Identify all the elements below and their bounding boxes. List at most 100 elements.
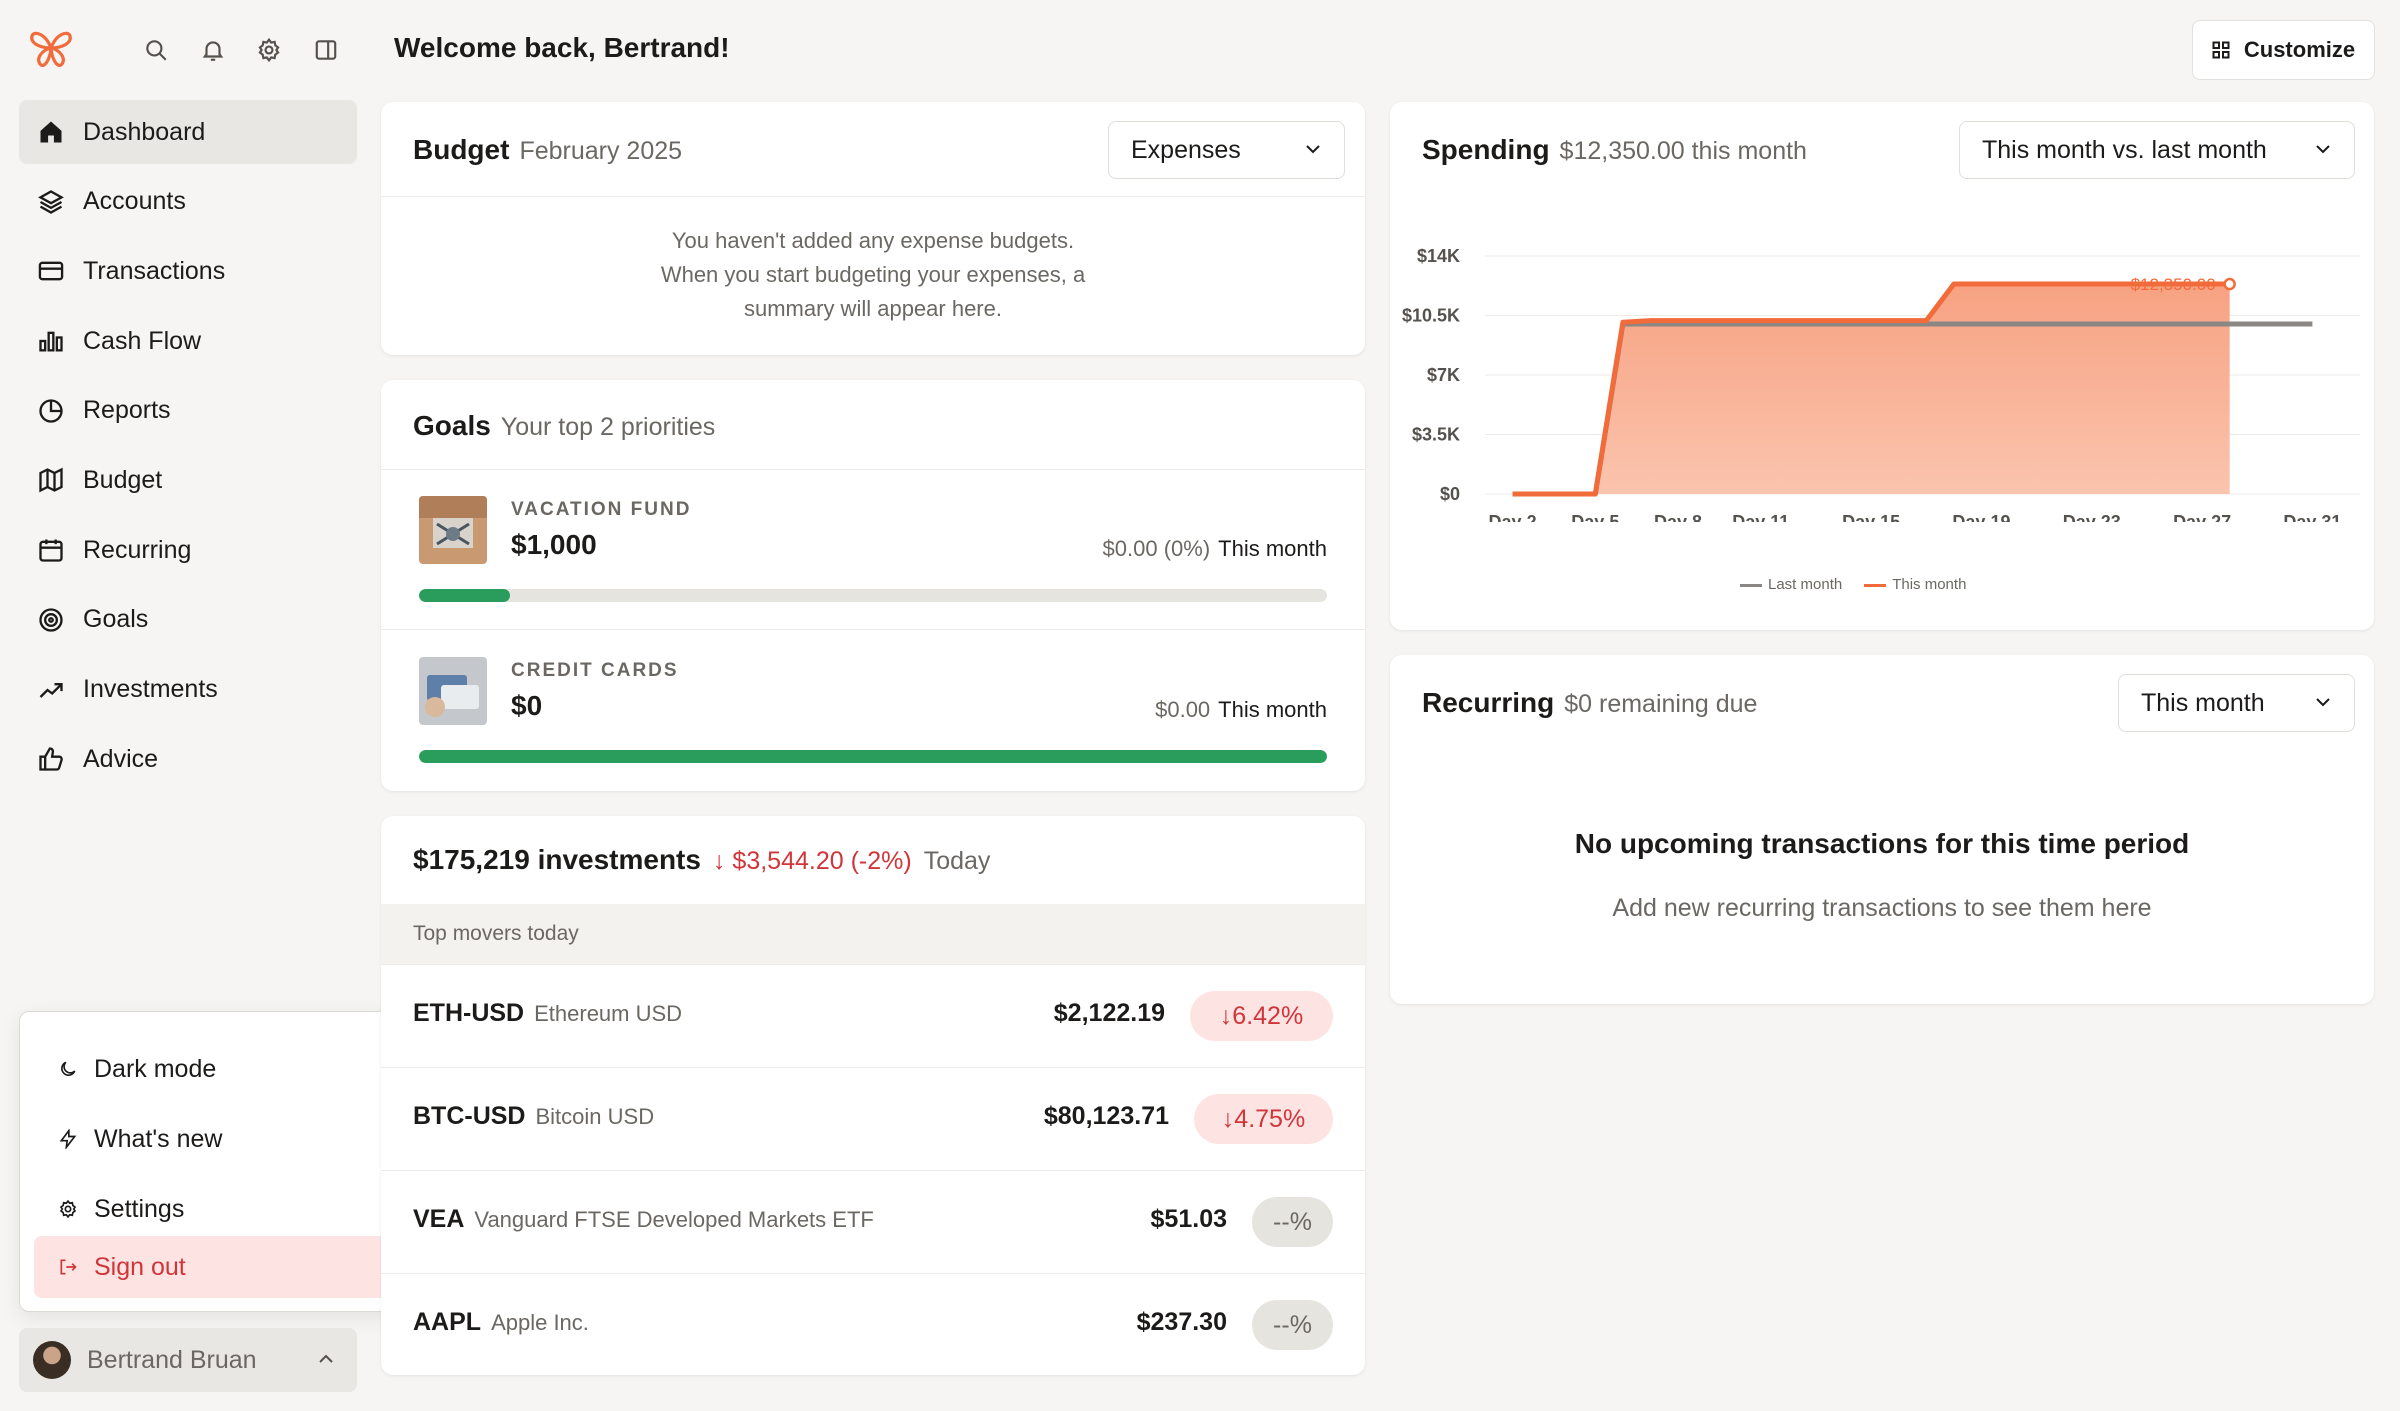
whats-new-item[interactable]: What's new (34, 1108, 387, 1170)
menu-item-label: Dark mode (94, 1054, 217, 1083)
spending-title: Spending (1422, 134, 1550, 165)
sign-out-item[interactable]: Sign out (34, 1236, 387, 1298)
holding-price: $237.30 (1136, 1308, 1227, 1336)
sidebar-item-advice[interactable]: Advice (19, 727, 357, 791)
recurring-empty-subtitle: Add new recurring transactions to see th… (1612, 894, 2152, 922)
table-row[interactable]: VEA Vanguard FTSE Developed Markets ETF $… (381, 1170, 1365, 1273)
x-tick-label: Day 8 (1654, 512, 1702, 522)
logo-icon[interactable] (28, 26, 74, 72)
y-tick-label: $7K (1427, 365, 1460, 385)
goal-amount: $0 (511, 690, 543, 721)
sidebar-item-cash-flow[interactable]: Cash Flow (19, 309, 357, 373)
sidebar-item-label: Transactions (83, 256, 226, 285)
divider (381, 469, 1365, 470)
customize-button[interactable]: Customize (2192, 20, 2375, 80)
goals-card: Goals Your top 2 priorities VACATION FUND… (381, 380, 1365, 791)
goal-period: This month (1218, 536, 1327, 561)
sidebar: Dashboard Accounts Transactions Cash Flo… (19, 100, 357, 797)
search-icon[interactable] (140, 34, 172, 66)
goals-card-title: Goals Your top 2 priorities (413, 410, 715, 442)
home-icon (40, 121, 62, 143)
spending-compare-select[interactable]: This month vs. last month (1959, 121, 2355, 179)
change-badge: --% (1252, 1300, 1333, 1350)
user-name: Bertrand Bruan (87, 1345, 257, 1374)
sidebar-item-recurring[interactable]: Recurring (19, 518, 357, 582)
sidebar-toggle-icon[interactable] (310, 34, 342, 66)
thumbs-up-icon (39, 747, 63, 771)
holding-name: Ethereum USD (534, 1001, 683, 1026)
legend-label: This month (1892, 576, 1967, 593)
divider (381, 196, 1365, 197)
change-badge: ↓ 4.75% (1194, 1094, 1333, 1144)
arrow-down-icon: ↓ (1221, 1104, 1235, 1133)
investments-change: ↓ $3,544.20 (-2%) (713, 847, 912, 876)
holding-name: Bitcoin USD (535, 1104, 655, 1129)
holding-symbol: VEA Vanguard FTSE Developed Markets ETF (413, 1205, 874, 1234)
trending-up-icon (39, 682, 63, 698)
chevron-down-icon (1306, 145, 1320, 154)
legend-item-last-month: Last month (1740, 576, 1842, 593)
sidebar-item-accounts[interactable]: Accounts (19, 170, 357, 234)
menu-item-label: Settings (94, 1194, 185, 1223)
sidebar-item-label: Cash Flow (83, 326, 202, 355)
this-month-end-label: $12,350.00 (2131, 275, 2216, 294)
select-value: Expenses (1131, 135, 1241, 164)
spending-chart[interactable]: $0 $3.5K $7K $10.5K $14K Day 2 Day 5 Day 8 Day 1… (1390, 222, 2374, 522)
goal-progress-text: $0.00 (0%) This month (1103, 536, 1327, 562)
sidebar-item-label: Reports (83, 396, 171, 425)
empty-line: When you start budgeting your expenses, … (660, 262, 1086, 287)
x-tick-label: Day 2 (1489, 512, 1537, 522)
this-month-area (1512, 284, 2230, 494)
sidebar-item-label: Investments (83, 675, 218, 703)
spending-subtitle: $12,350.00 this month (1559, 137, 1807, 165)
chevron-down-icon (2316, 698, 2330, 707)
recurring-card: Recurring $0 remaining due This month No … (1390, 655, 2374, 1004)
table-row[interactable]: ETH-USD Ethereum USD $2,122.19 ↓ 6.42% (381, 964, 1365, 1067)
budget-type-select[interactable]: Expenses (1108, 121, 1345, 179)
goal-progress-text: $0.00 This month (1155, 697, 1327, 723)
user-profile-button[interactable]: Bertrand Bruan (19, 1328, 357, 1392)
divider (381, 629, 1365, 630)
y-tick-label: $10.5K (1402, 306, 1460, 326)
symbol: BTC-USD (413, 1102, 526, 1130)
sidebar-item-budget[interactable]: Budget (19, 448, 357, 512)
holding-symbol: BTC-USD Bitcoin USD (413, 1102, 654, 1131)
top-bar: Welcome back, Bertrand! Customize (0, 0, 2400, 100)
goal-progress-value: $0.00 (0%) (1102, 536, 1211, 561)
sidebar-item-transactions[interactable]: Transactions (19, 239, 357, 303)
recurring-card-title: Recurring $0 remaining due (1422, 687, 1757, 719)
goal-progress-bar (419, 750, 1327, 763)
legend-swatch (1740, 583, 1762, 587)
change-badge: ↓ 6.42% (1190, 991, 1333, 1041)
recurring-period-select[interactable]: This month (2118, 674, 2355, 732)
recurring-title: Recurring (1422, 687, 1555, 718)
sidebar-item-label: Recurring (83, 535, 192, 564)
table-row[interactable]: AAPL Apple Inc. $237.30 --% (381, 1273, 1365, 1375)
target-icon (39, 608, 63, 632)
dark-mode-item[interactable]: Dark mode (34, 1038, 387, 1100)
table-row[interactable]: BTC-USD Bitcoin USD $80,123.71 ↓ 4.75% (381, 1067, 1365, 1170)
arrow-down-icon: ↓ (712, 847, 733, 875)
gear-icon[interactable] (253, 34, 285, 66)
chevron-up-icon (319, 1354, 333, 1363)
page-title: Welcome back, Bertrand! (394, 32, 730, 63)
investments-change-value: $3,544.20 (-2%) (732, 847, 912, 875)
x-tick-label: Day 23 (2063, 512, 2121, 522)
layers-icon (38, 189, 64, 214)
sidebar-item-label: Goals (83, 605, 149, 634)
pie-chart-icon (39, 399, 63, 423)
sidebar-item-investments[interactable]: Investments (19, 658, 357, 722)
bell-icon[interactable] (197, 34, 229, 66)
moon-icon (61, 1061, 76, 1076)
menu-item-label: Sign out (94, 1252, 186, 1281)
holding-price: $2,122.19 (1053, 999, 1165, 1027)
bar-chart-icon (39, 331, 63, 352)
budget-title: Budget (413, 134, 510, 165)
sidebar-item-reports[interactable]: Reports (19, 379, 357, 443)
sidebar-item-dashboard[interactable]: Dashboard (19, 100, 357, 164)
legend-swatch (1864, 583, 1887, 587)
sidebar-item-goals[interactable]: Goals (19, 588, 357, 652)
settings-item[interactable]: Settings (34, 1178, 387, 1240)
investments-header: $175,219 investments ↓ $3,544.20 (-2%) T… (413, 844, 990, 876)
y-tick-label: $3.5K (1412, 425, 1460, 445)
